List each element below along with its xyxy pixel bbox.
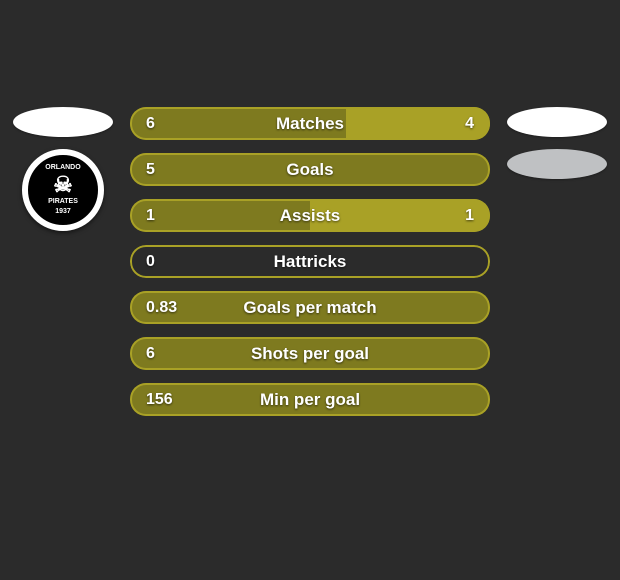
stat-row: 0Hattricks: [130, 245, 490, 278]
badge-top-text: ORLANDO: [45, 164, 80, 172]
right-column: [502, 107, 612, 179]
stat-value-left: 0: [146, 253, 186, 271]
left-column: ORLANDO ☠ PIRATES 1937: [8, 107, 118, 231]
badge-year: 1937: [55, 208, 71, 216]
stats-rows: 6Matches4 5Goals 1Assists1 0Hattricks 0.83Go…: [130, 107, 490, 416]
player-right-club-placeholder: [507, 149, 607, 179]
player-right-flag-placeholder: [507, 107, 607, 137]
player-left-club-badge: ORLANDO ☠ PIRATES 1937: [22, 149, 104, 231]
stat-value-left: 1: [146, 207, 186, 225]
stat-row: 6Matches4: [130, 107, 490, 140]
player-left-flag-placeholder: [13, 107, 113, 137]
stat-value-left: 5: [146, 161, 186, 179]
stat-value-left: 6: [146, 115, 186, 133]
stat-row: 6Shots per goal: [130, 337, 490, 370]
stat-value-left: 0.83: [146, 299, 186, 317]
badge-bottom-text: PIRATES: [48, 198, 78, 206]
stat-row: 1Assists1: [130, 199, 490, 232]
stat-row: 5Goals: [130, 153, 490, 186]
stat-row: 156Min per goal: [130, 383, 490, 416]
stat-value-right: 4: [434, 115, 474, 133]
skull-icon: ☠: [53, 174, 73, 196]
stat-value-left: 156: [146, 391, 186, 409]
content-area: ORLANDO ☠ PIRATES 1937 6Matches4 5Goals 1A…: [0, 107, 620, 416]
stat-row: 0.83Goals per match: [130, 291, 490, 324]
stat-value-left: 6: [146, 345, 186, 363]
stat-value-right: 1: [434, 207, 474, 225]
